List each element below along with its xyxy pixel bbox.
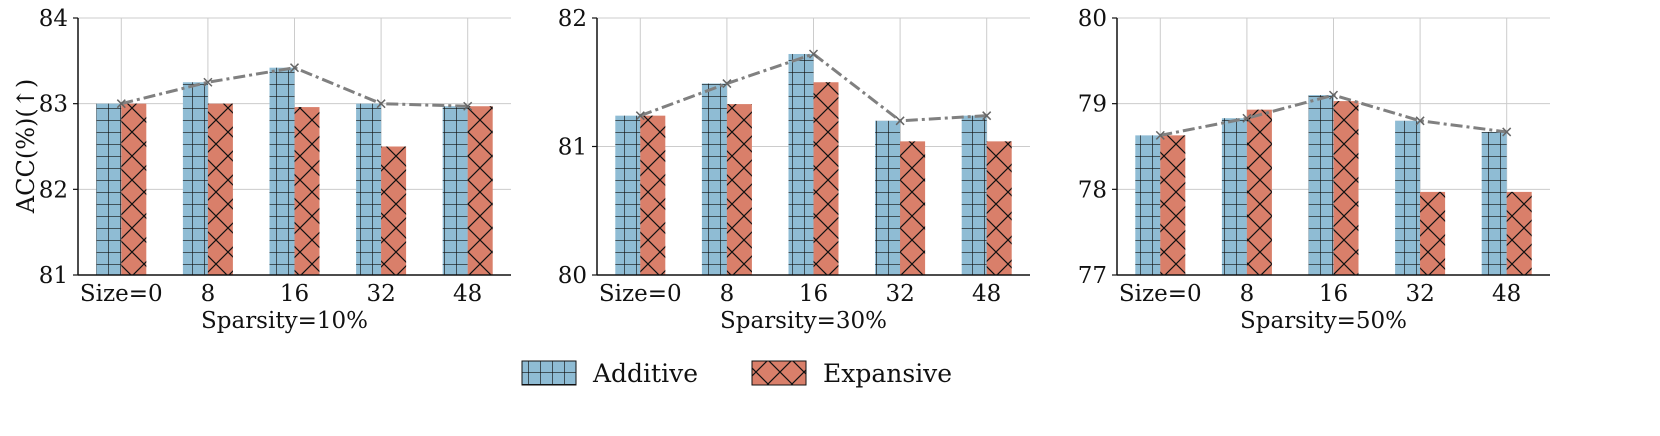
y-tick-label: 83	[39, 92, 68, 118]
bar-hatch-additive-2	[269, 67, 295, 275]
bar-hatch-additive-4	[961, 115, 987, 275]
x-tick-label: 48	[1492, 281, 1521, 307]
x-tick-label: Size=0	[1119, 281, 1202, 307]
trend-marker	[1502, 127, 1512, 137]
trend-marker	[982, 111, 992, 121]
y-tick-label: 84	[39, 6, 68, 32]
x-tick-label: 48	[453, 281, 482, 307]
legend-swatch-hatch	[751, 360, 807, 386]
chart-panel-1: 81 82 83 84 Size=0 8 16 32 48 Sparsity=10%	[39, 6, 511, 334]
bar-hatch-expansive-2	[813, 82, 839, 275]
x-tick-label: 16	[799, 281, 828, 307]
bar-hatch-expansive-3	[381, 146, 407, 275]
trend-marker	[1415, 116, 1425, 126]
bar-hatch-expansive-1	[1246, 109, 1272, 275]
bar-hatch-additive-2	[1308, 95, 1334, 275]
bar-hatch-additive-0	[1135, 135, 1161, 275]
y-tick-label: 79	[1078, 92, 1107, 118]
x-tick-label: 8	[1240, 281, 1255, 307]
bar-hatch-expansive-2	[294, 107, 320, 276]
bar-hatch-expansive-1	[726, 104, 752, 275]
x-axis-label: Sparsity=30%	[720, 308, 887, 334]
bar-hatch-additive-3	[875, 120, 901, 275]
bar-hatch-expansive-0	[1160, 135, 1186, 275]
bar-hatch-additive-2	[788, 53, 814, 276]
legend-label-expansive: Expansive	[823, 359, 952, 388]
x-tick-label: Size=0	[80, 281, 163, 307]
x-tick-label: 32	[366, 281, 395, 307]
x-tick-label: 8	[201, 281, 216, 307]
bar-hatch-expansive-1	[207, 103, 233, 276]
bar-hatch-additive-1	[701, 83, 727, 275]
bar-hatch-additive-3	[356, 103, 382, 276]
x-tick-label: Size=0	[599, 281, 682, 307]
trend-marker	[808, 49, 819, 59]
bar-hatch-additive-4	[442, 106, 468, 275]
bar-hatch-expansive-0	[121, 103, 147, 276]
bar-hatch-expansive-3	[1420, 191, 1446, 275]
bar-hatch-additive-0	[615, 115, 641, 275]
bar-hatch-expansive-4	[1506, 191, 1532, 275]
trend-marker	[635, 111, 645, 121]
y-tick-label: 81	[558, 135, 587, 161]
y-tick-label: 77	[1078, 263, 1107, 289]
y-axis-label: ACC(%)(↑)	[12, 79, 40, 214]
legend-label-additive: Additive	[592, 359, 698, 388]
bar-hatch-additive-4	[1481, 131, 1507, 275]
bar-hatch-expansive-2	[1333, 101, 1359, 275]
bar-hatch-expansive-4	[467, 106, 493, 275]
bar-hatch-additive-1	[182, 82, 208, 275]
y-tick-label: 82	[39, 177, 68, 203]
bar-hatch-additive-0	[96, 103, 122, 276]
y-tick-label: 81	[39, 263, 68, 289]
trend-line	[639, 52, 987, 123]
x-tick-label: 32	[885, 281, 914, 307]
legend-swatch-hatch	[521, 360, 577, 386]
y-tick-label: 78	[1078, 177, 1107, 203]
trend-marker	[722, 79, 732, 89]
y-tick-label: 80	[558, 263, 587, 289]
chart-panel-3: 77 78 79 80 Size=0 8 16 32 48 Sparsity=50%	[1078, 6, 1550, 334]
trend-marker	[376, 99, 386, 109]
y-tick-label: 82	[558, 6, 587, 32]
trend-marker	[1242, 113, 1252, 123]
bar-hatch-expansive-3	[900, 141, 926, 275]
bar-hatch-expansive-0	[640, 115, 666, 275]
trend-marker	[463, 101, 473, 111]
trend-marker	[289, 63, 300, 73]
x-axis-label: Sparsity=50%	[1240, 308, 1407, 334]
trend-marker	[1155, 130, 1165, 140]
trend-marker	[203, 77, 213, 87]
x-tick-label: 16	[1319, 281, 1348, 307]
y-tick-label: 80	[1078, 6, 1107, 32]
x-tick-label: 16	[280, 281, 309, 307]
chart-panel-2: 80 81 82 Size=0 8 16 32 48 Sparsity=30%	[558, 6, 1030, 334]
bar-hatch-expansive-4	[986, 141, 1012, 275]
bar-hatch-additive-3	[1395, 120, 1421, 275]
trend-marker	[895, 116, 905, 126]
trend-marker	[1328, 90, 1339, 100]
trend-marker	[116, 99, 126, 109]
bar-hatch-additive-1	[1221, 118, 1247, 275]
x-tick-label: 32	[1405, 281, 1434, 307]
legend: Additive Expansive	[521, 359, 952, 388]
x-tick-label: 8	[720, 281, 735, 307]
x-tick-label: 48	[972, 281, 1001, 307]
x-axis-label: Sparsity=10%	[201, 308, 368, 334]
